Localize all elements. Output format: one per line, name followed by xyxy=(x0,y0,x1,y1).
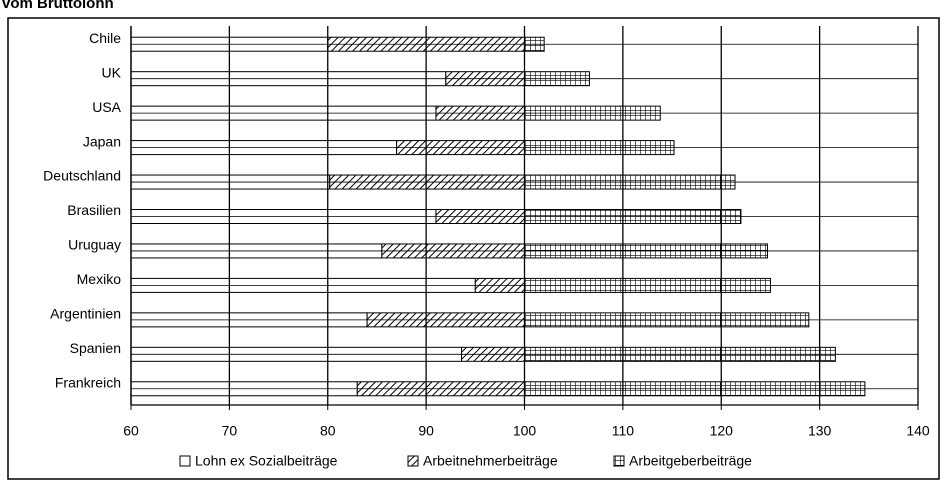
chart-title: vom Bruttolohn xyxy=(2,0,114,12)
x-tick-label: 100 xyxy=(513,423,537,439)
legend-swatch xyxy=(407,455,419,467)
y-tick-label: Uruguay xyxy=(68,237,121,253)
y-tick-label: Argentinien xyxy=(50,306,121,322)
y-tick-label: UK xyxy=(102,64,122,80)
y-tick-label: Mexiko xyxy=(77,271,122,287)
y-tick-label: USA xyxy=(92,99,121,115)
y-tick-label: Frankreich xyxy=(55,374,121,390)
x-tick-label: 70 xyxy=(222,423,238,439)
x-tick-label: 60 xyxy=(123,423,139,439)
legend-swatch xyxy=(179,455,191,467)
y-tick-label: Deutschland xyxy=(43,168,121,184)
x-tick-label: 140 xyxy=(906,423,930,439)
y-tick-label: Japan xyxy=(83,133,121,149)
chart-frame xyxy=(7,17,940,480)
legend-label: Lohn ex Sozialbeiträge xyxy=(195,453,338,469)
legend-label: Arbeitnehmerbeiträge xyxy=(423,453,558,469)
x-tick-label: 90 xyxy=(418,423,434,439)
x-tick-label: 120 xyxy=(710,423,734,439)
x-tick-label: 80 xyxy=(320,423,336,439)
y-tick-label: Chile xyxy=(89,30,121,46)
x-tick-label: 110 xyxy=(612,423,635,439)
legend-label: Arbeitgeberbeiträge xyxy=(629,453,752,469)
legend-swatch xyxy=(613,455,625,467)
x-tick-label: 130 xyxy=(808,423,832,439)
y-tick-label: Brasilien xyxy=(67,202,121,218)
y-tick-label: Spanien xyxy=(70,340,121,356)
